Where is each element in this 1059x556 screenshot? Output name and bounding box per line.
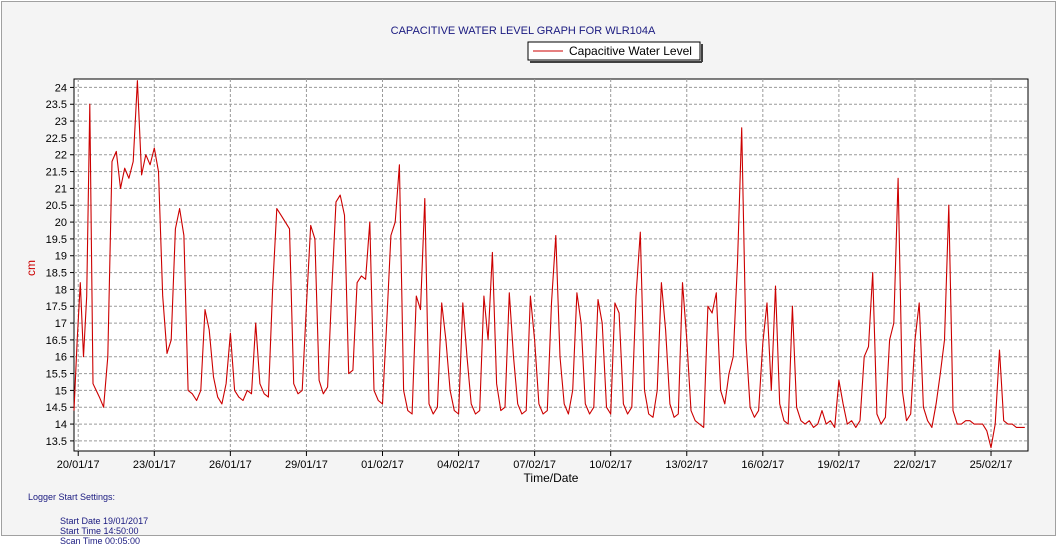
y-tick-label: 18.5 xyxy=(46,268,67,280)
logger-settings-heading: Logger Start Settings: xyxy=(28,492,116,502)
x-tick-label: 04/02/17 xyxy=(437,459,480,471)
y-tick-label: 19.5 xyxy=(46,234,67,246)
y-tick-label: 20.5 xyxy=(46,200,67,212)
series-line-capacitive-water-level xyxy=(73,80,1025,449)
scan-time: Scan Time 00:05:00 xyxy=(60,536,141,546)
y-tick-label: 24 xyxy=(55,82,67,94)
x-tick-label: 23/01/17 xyxy=(133,459,176,471)
legend: Capacitive Water Level xyxy=(527,41,703,63)
x-tick-label: 10/02/17 xyxy=(589,459,632,471)
series-layer xyxy=(73,80,1025,449)
start-time: Start Time 14:50:00 xyxy=(60,526,139,536)
x-tick-label: 29/01/17 xyxy=(285,459,328,471)
x-tick-label: 07/02/17 xyxy=(513,459,556,471)
y-tick-label: 21.5 xyxy=(46,167,67,179)
x-tick-label: 19/02/17 xyxy=(817,459,860,471)
legend-label: Capacitive Water Level xyxy=(569,44,692,58)
x-tick-label: 25/02/17 xyxy=(970,459,1013,471)
y-tick-label: 14.5 xyxy=(46,402,67,414)
y-tick-label: 19 xyxy=(55,251,67,263)
x-tick-label: 22/02/17 xyxy=(894,459,937,471)
grid xyxy=(74,79,1028,451)
x-tick-label: 01/02/17 xyxy=(361,459,404,471)
y-tick-label: 20 xyxy=(55,217,67,229)
y-tick-label: 22.5 xyxy=(46,133,67,145)
chart-window: CAPACITIVE WATER LEVEL GRAPH FOR WLR104A… xyxy=(1,1,1056,546)
chart-title: CAPACITIVE WATER LEVEL GRAPH FOR WLR104A xyxy=(391,25,656,37)
x-axis: 20/01/17 23/01/17 26/01/17 29/01/17 01/02/17… xyxy=(57,451,1013,471)
y-tick-label: 21 xyxy=(55,183,67,195)
start-date: Start Date 19/01/2017 xyxy=(60,516,149,526)
x-tick-label: 13/02/17 xyxy=(665,459,708,471)
x-tick-label: 16/02/17 xyxy=(741,459,784,471)
y-tick-label: 18 xyxy=(55,284,67,296)
y-tick-label: 17.5 xyxy=(46,301,67,313)
y-axis-label: cm xyxy=(24,260,38,276)
x-tick-label: 26/01/17 xyxy=(209,459,252,471)
y-tick-label: 23.5 xyxy=(46,99,67,111)
y-axis: 13.5 14 14.5 15 15.5 16 16.5 17 17.5 18 18.5 19 19.5… xyxy=(46,82,74,448)
y-tick-label: 16 xyxy=(55,352,67,364)
x-axis-label: Time/Date xyxy=(524,471,579,485)
y-tick-label: 15.5 xyxy=(46,369,67,381)
plot-area xyxy=(73,78,1029,452)
y-tick-label: 23 xyxy=(55,116,67,128)
y-tick-label: 15 xyxy=(55,385,67,397)
x-tick-label: 20/01/17 xyxy=(57,459,100,471)
y-tick-label: 17 xyxy=(55,318,67,330)
logger-settings: Logger Start Settings: Start Date 19/01/… xyxy=(28,492,160,556)
water-level-chart: CAPACITIVE WATER LEVEL GRAPH FOR WLR104A… xyxy=(24,25,1029,485)
legend-box xyxy=(527,41,701,61)
y-tick-label: 16.5 xyxy=(46,335,67,347)
y-tick-label: 14 xyxy=(55,419,67,431)
y-tick-label: 13.5 xyxy=(46,436,67,448)
y-tick-label: 22 xyxy=(55,150,67,162)
